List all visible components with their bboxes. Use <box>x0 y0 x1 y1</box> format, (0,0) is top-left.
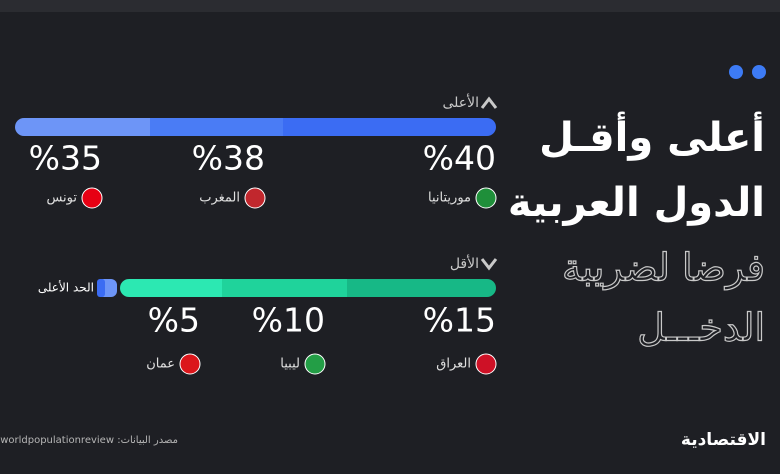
value-label: %40 <box>423 139 496 178</box>
category-label: العراق <box>436 357 471 372</box>
flag <box>81 187 103 209</box>
title-line: أعلى وأقـل <box>539 111 765 161</box>
top-strip <box>0 0 780 12</box>
bar-segment <box>222 279 347 297</box>
bar-segment <box>283 118 496 136</box>
dot <box>729 65 743 79</box>
brand-logo: الاقتصادية <box>681 430 766 450</box>
value-label: %35 <box>29 139 102 178</box>
value-label: %15 <box>423 301 496 340</box>
max-marker-tip <box>97 279 105 297</box>
group-label: الأعلى <box>442 93 479 111</box>
bar-segment <box>120 279 222 297</box>
flag <box>304 353 326 375</box>
title-line: الدول العربية <box>508 180 765 226</box>
group-label: الأقل <box>450 254 479 272</box>
chevron <box>480 258 498 271</box>
category-label: تونس <box>46 191 77 206</box>
category-label: عمان <box>146 357 175 372</box>
category-label: المغرب <box>199 191 240 206</box>
category-label: موريتانيا <box>428 191 471 206</box>
flag <box>475 353 497 375</box>
subtitle-line: الدخـــل <box>637 306 765 350</box>
subtitle-line: فرضا لضريبة <box>562 246 765 291</box>
chevron <box>480 96 498 109</box>
value-label: %10 <box>252 301 325 340</box>
source: مصدر البيانات: worldpopulationreview <box>0 435 178 446</box>
max-marker-label: الحد الأعلى <box>38 280 94 295</box>
bar-segment <box>150 118 283 136</box>
flag <box>179 353 201 375</box>
flag <box>244 187 266 209</box>
value-label: %38 <box>192 139 265 178</box>
dot <box>752 65 766 79</box>
category-label: ليبيا <box>280 357 300 372</box>
flag <box>475 187 497 209</box>
bar-segment <box>347 279 496 297</box>
bar-segment <box>15 118 150 136</box>
value-label: %5 <box>148 301 200 340</box>
